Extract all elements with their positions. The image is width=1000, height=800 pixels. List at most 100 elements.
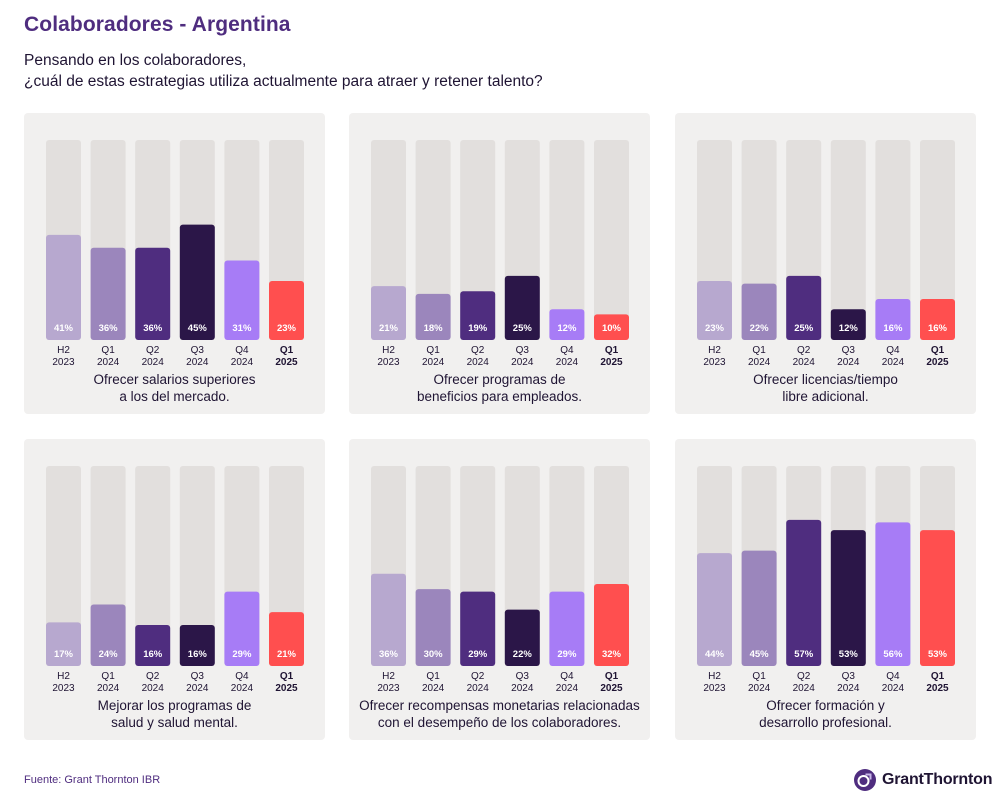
bar-track-q4-2024 [875,140,911,340]
caption-line: beneficios para empleados. [416,389,583,404]
value-label-h2-2023: 17% [54,649,74,660]
bar-q4-2024 [549,591,585,666]
tick-label-q1-2025-period: Q1 [280,345,294,356]
bar-q1-2024 [415,293,451,340]
chart-caption-1: Ofrecer salarios superiores a los del me… [34,371,315,405]
grant-thornton-logo-icon [854,769,876,791]
tick-label-q1-2025-year: 2025 [275,357,298,368]
value-label-q1-2024: 18% [424,323,444,334]
source-note: Fuente: Grant Thornton IBR [24,774,161,786]
tick-label-q3-2024-period: Q3 [842,345,856,356]
tick-label-q4-2024-period: Q4 [886,671,900,682]
tick-label-q4-2024-year: 2024 [556,357,579,368]
tick-label-q4-2024-period: Q4 [560,345,574,356]
bar-track-q3-2024 [830,140,866,340]
caption-line: con el desempeño de los colaboradores. [377,715,622,730]
value-label-q1-2024: 24% [99,649,119,660]
bar-chart-1: 41%H2202336%Q1202436%Q2202445%Q3202431%Q… [46,140,304,368]
value-label-q1-2025: 53% [928,649,948,660]
value-label-q3-2024: 45% [188,323,208,334]
caption-line: libre adicional. [782,389,869,404]
bar-q3-2024 [504,609,540,666]
bar-track-h2-2023 [46,466,81,666]
tick-label-q1-2025-year: 2025 [926,683,949,694]
tick-label-h2-2023-period: H2 [57,671,70,682]
tick-label-h2-2023-year: 2023 [377,357,400,368]
tick-label-q3-2024-year: 2024 [186,683,209,694]
value-label-q4-2024: 29% [557,649,577,660]
page-subtitle: Pensando en los colaboradores, ¿cuál de … [24,50,724,92]
caption-line: Ofrecer formación y [766,698,885,713]
tick-label-q1-2025-period: Q1 [605,345,619,356]
tick-label-q4-2024-period: Q4 [235,671,249,682]
value-label-q1-2025: 23% [277,323,297,334]
bar-h2-2023 [46,234,81,340]
bar-track-q3-2024 [179,466,215,666]
value-label-q3-2024: 53% [839,649,859,660]
tick-label-h2-2023-period: H2 [382,671,395,682]
bar-q4-2024 [224,260,260,340]
bar-chart-6: 44%H2202345%Q1202457%Q2202453%Q3202456%Q… [697,466,955,694]
value-label-q1-2025: 10% [602,323,622,334]
tick-label-q1-2025-period: Q1 [931,671,945,682]
value-label-q2-2024: 36% [143,323,163,334]
tick-label-q1-2025-year: 2025 [600,683,623,694]
bar-q1-2025 [920,298,955,340]
tick-label-q4-2024-year: 2024 [231,683,254,694]
chart-caption-2: Ofrecer programas de beneficios para emp… [359,371,640,405]
tick-label-q2-2024-period: Q2 [146,345,160,356]
bar-h2-2023 [371,573,406,666]
chart-panel-5: 36% H2 2023 30% Q1 2024 29% Q2 2024 22% Q3 2024 29% Q… [349,439,650,740]
bar-q1-2025 [920,530,955,666]
chart-panel-1: 41% H2 2023 36% Q1 2024 36% Q2 2024 45% Q3 2024 31% Q… [24,113,325,414]
logo-text: GrantThornton [882,771,993,788]
chart-panel-4: 17% H2 2023 24% Q1 2024 16% Q2 2024 16% Q3 2024 29% Q… [24,439,325,740]
tick-label-h2-2023-year: 2023 [703,683,726,694]
caption-line: desarrollo profesional. [759,715,892,730]
tick-label-h2-2023-period: H2 [57,345,70,356]
tick-label-q1-2024-year: 2024 [748,683,771,694]
tick-label-q1-2025-year: 2025 [926,357,949,368]
bar-track-q2-2024 [135,466,171,666]
tick-label-q4-2024-year: 2024 [231,357,254,368]
bar-chart-3: 23%H2202322%Q1202425%Q2202412%Q3202416%Q… [697,140,955,368]
tick-label-h2-2023-period: H2 [708,345,721,356]
tick-label-q2-2024-year: 2024 [467,683,490,694]
page-title: Colaboradores - Argentina [24,13,291,36]
subtitle-line-1: Pensando en los colaboradores, [24,52,247,69]
value-label-q2-2024: 57% [794,649,814,660]
tick-label-h2-2023-year: 2023 [52,357,75,368]
tick-label-q3-2024-year: 2024 [511,357,534,368]
bar-q1-2025 [269,612,304,666]
bar-q1-2024 [741,550,777,666]
value-label-q2-2024: 29% [468,649,488,660]
bar-chart-5: 36%H2202330%Q1202429%Q2202422%Q3202429%Q… [371,466,629,694]
value-label-q4-2024: 12% [557,323,577,334]
tick-label-q1-2025-year: 2025 [275,683,298,694]
tick-label-q2-2024-period: Q2 [471,345,485,356]
caption-line: Ofrecer salarios superiores [93,372,256,387]
bar-q1-2024 [415,589,451,666]
tick-label-q1-2024-period: Q1 [752,671,766,682]
value-label-q4-2024: 31% [232,323,252,334]
tick-label-h2-2023-period: H2 [382,345,395,356]
tick-label-q2-2024-period: Q2 [797,671,811,682]
tick-label-q1-2024-period: Q1 [752,345,766,356]
tick-label-q1-2025-period: Q1 [931,345,945,356]
tick-label-q2-2024-period: Q2 [797,345,811,356]
tick-label-q1-2024-period: Q1 [426,671,440,682]
tick-label-q3-2024-period: Q3 [516,671,530,682]
bar-track-q2-2024 [460,140,496,340]
value-label-q3-2024: 22% [513,649,533,660]
tick-label-h2-2023-year: 2023 [703,357,726,368]
tick-label-q1-2024-period: Q1 [101,345,115,356]
bar-h2-2023 [697,553,732,666]
tick-label-q3-2024-period: Q3 [516,345,530,356]
bar-q2-2024 [460,591,496,666]
tick-label-h2-2023-year: 2023 [377,683,400,694]
tick-label-q2-2024-period: Q2 [471,671,485,682]
tick-label-q1-2024-year: 2024 [422,683,445,694]
tick-label-q3-2024-period: Q3 [191,345,205,356]
tick-label-q3-2024-year: 2024 [511,683,534,694]
tick-label-q3-2024-year: 2024 [186,357,209,368]
